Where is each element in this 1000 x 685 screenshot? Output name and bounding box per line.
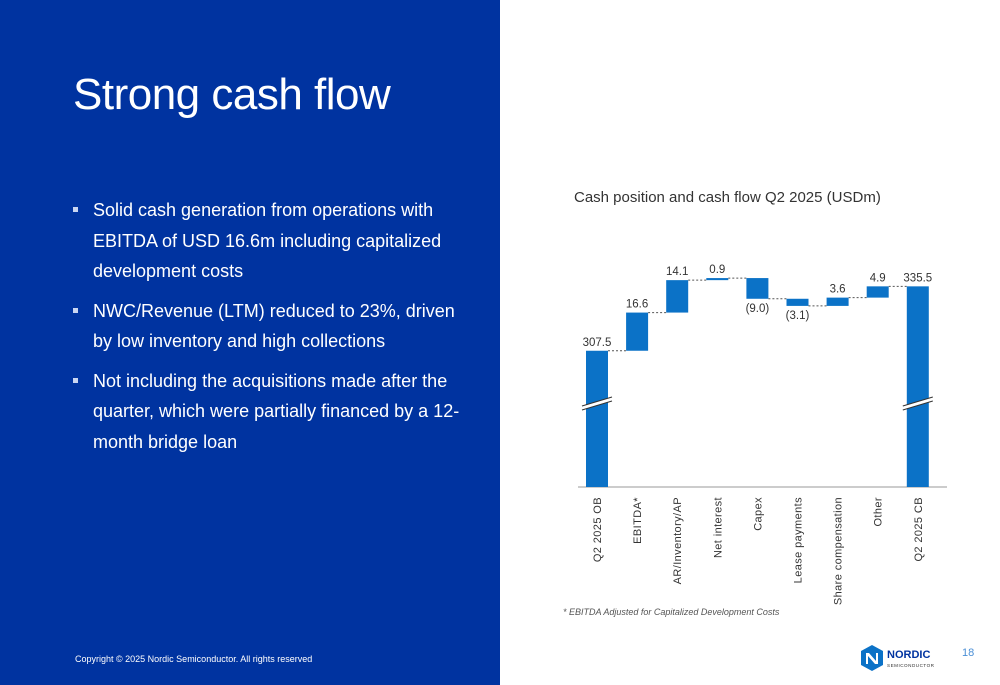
logo-brand: NORDIC — [887, 649, 930, 661]
data-label: 3.6 — [830, 284, 846, 296]
bullet-item: Solid cash generation from operations wi… — [73, 195, 473, 287]
waterfall-bar — [626, 312, 649, 351]
category-label: Share compensation — [833, 497, 845, 605]
data-label: (3.1) — [786, 310, 810, 322]
waterfall-bar — [826, 297, 849, 306]
data-label: 16.6 — [626, 299, 648, 311]
data-label: 14.1 — [666, 266, 688, 278]
bullet-list: Solid cash generation from operations wi… — [73, 195, 473, 466]
category-label: Lease payments — [793, 497, 805, 583]
axis-break-mark — [902, 396, 933, 411]
axis-break-mark — [581, 396, 613, 411]
waterfall-chart: 307.5 16.6 14.1 0.9 (9.0) (3.1) 3.6 4.9 335.5 Q2… — [578, 264, 947, 605]
nordic-logo: NORDIC SEMICONDUCTOR — [861, 645, 935, 671]
data-label: (9.0) — [746, 303, 770, 315]
category-label: Other — [873, 497, 885, 527]
logo-sub: SEMICONDUCTOR — [887, 663, 935, 668]
category-label: Q2 2025 OB — [592, 497, 604, 562]
bullet-text: Solid cash generation from operations wi… — [93, 200, 442, 281]
waterfall-bar — [706, 278, 729, 281]
nordic-logo-icon — [861, 645, 883, 671]
category-label: EBITDA* — [632, 497, 644, 544]
bullet-icon — [73, 307, 78, 313]
bullet-icon — [73, 377, 78, 383]
chart-footnote: * EBITDA Adjusted for Capitalized Develo… — [563, 607, 780, 617]
data-label: 0.9 — [709, 264, 725, 276]
data-label: 4.9 — [870, 272, 886, 284]
category-label: Q2 2025 CB — [913, 497, 925, 562]
waterfall-bar — [786, 298, 809, 306]
category-label: AR/Inventory/AP — [672, 497, 684, 584]
waterfall-bar — [906, 286, 929, 487]
waterfall-bar — [866, 286, 889, 298]
bullet-text: NWC/Revenue (LTM) reduced to 23%, driven… — [93, 300, 455, 352]
bullet-icon — [73, 207, 78, 212]
data-label: 307.5 — [583, 337, 612, 349]
chart-title: Cash position and cash flow Q2 2025 (USD… — [574, 189, 881, 206]
copyright-text: Copyright © 2025 Nordic Semiconductor. A… — [75, 654, 313, 664]
bullet-text: Not including the acquisitions made afte… — [93, 370, 460, 452]
bullet-item: Not including the acquisitions made afte… — [73, 366, 473, 458]
bullet-item: NWC/Revenue (LTM) reduced to 23%, driven… — [73, 296, 473, 357]
left-panel: Strong cash flow Solid cash generation f… — [0, 0, 500, 685]
data-label: 335.5 — [903, 272, 932, 284]
waterfall-bar — [666, 280, 689, 313]
page-number: 18 — [962, 647, 975, 659]
waterfall-bar — [586, 350, 608, 487]
slide-title: Strong cash flow — [73, 70, 391, 119]
category-label: Net interest — [712, 497, 724, 558]
waterfall-bar — [746, 278, 769, 299]
category-label: Capex — [752, 497, 764, 531]
